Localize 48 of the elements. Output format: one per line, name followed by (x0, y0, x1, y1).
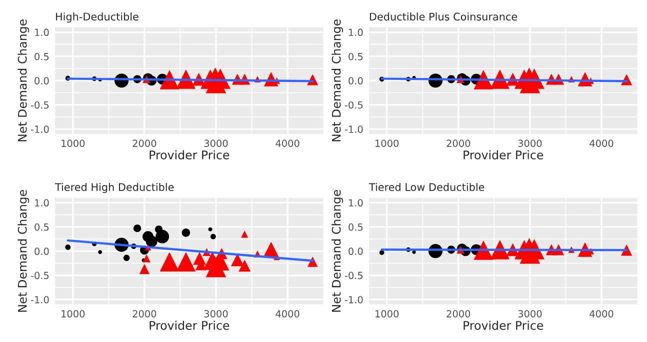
y-axis-title: Net Demand Change (332, 20, 344, 142)
y-tick-label: 0.0 (348, 248, 363, 255)
y-tick-label: 1.0 (35, 28, 49, 36)
chart-title: Tiered Low Deductible (368, 182, 484, 192)
x-axis-title: Provider Price (464, 320, 544, 330)
y-tick-label: 0.5 (34, 223, 49, 231)
y-tick-label: -0.5 (344, 101, 363, 109)
x-tick-label: 3000 (518, 140, 542, 147)
y-tick-label: 0.0 (34, 248, 49, 255)
y-tick-label: 1.0 (349, 28, 363, 36)
y-tick-label: -1.0 (344, 296, 363, 304)
x-tick-label: 4000 (590, 310, 614, 318)
chart-title: High-Deductible (56, 12, 138, 23)
y-tick-label: 0.0 (348, 77, 363, 84)
x-tick-label: 1000 (376, 140, 399, 147)
y-tick-label: -1.0 (30, 296, 49, 304)
x-tick-label: 4000 (276, 140, 300, 147)
y-tick-label: 1.0 (35, 199, 49, 207)
x-axis-title: Provider Price (150, 150, 230, 160)
y-tick-label: -0.5 (344, 272, 363, 280)
x-tick-label: 2000 (132, 310, 156, 318)
x-tick-label: 1000 (376, 310, 399, 318)
x-tick-label: 1000 (62, 310, 85, 318)
x-tick-label: 1000 (62, 140, 85, 147)
x-tick-label: 3000 (518, 310, 542, 318)
y-tick-label: -0.5 (30, 101, 49, 109)
y-axis-title: Net Demand Change (332, 190, 344, 312)
chart-title: Deductible Plus Coinsurance (370, 12, 518, 21)
y-tick-label: -1.0 (344, 126, 363, 133)
x-tick-label: 4000 (276, 310, 300, 318)
y-tick-label: 0.5 (348, 52, 363, 60)
y-tick-label: 0.0 (34, 77, 49, 84)
x-tick-label: 4000 (590, 140, 614, 147)
y-tick-label: -1.0 (30, 126, 49, 133)
y-axis-title: Net Demand Change (18, 190, 30, 312)
x-tick-label: 2000 (132, 140, 156, 147)
x-tick-label: 3000 (204, 310, 228, 318)
y-tick-label: 0.5 (348, 223, 363, 231)
chart-title: Tiered High Deductible (54, 182, 174, 194)
x-axis-title: Provider Price (464, 150, 544, 160)
x-axis-title: Provider Price (150, 320, 230, 330)
y-tick-label: -0.5 (30, 272, 49, 280)
x-tick-label: 3000 (204, 140, 228, 147)
y-tick-label: 0.5 (34, 52, 49, 60)
y-tick-label: 1.0 (349, 199, 363, 207)
y-axis-title: Net Demand Change (18, 20, 30, 142)
x-tick-label: 2000 (446, 310, 470, 318)
x-tick-label: 2000 (446, 140, 470, 147)
